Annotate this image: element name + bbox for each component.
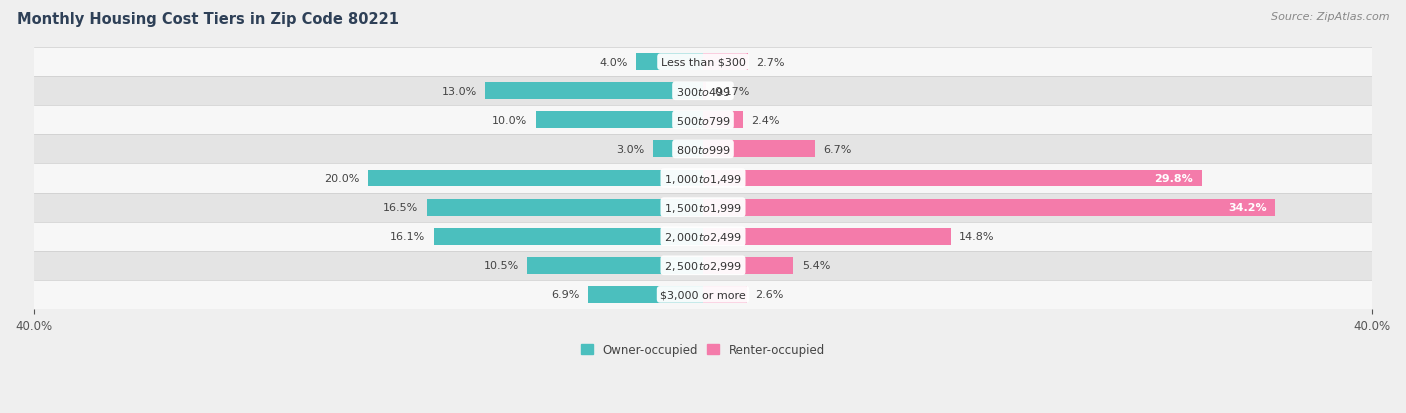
Bar (703, 112, 744, 129)
Bar (34, 193, 1372, 222)
Bar (703, 199, 1275, 216)
Bar (703, 170, 1202, 187)
Bar (34, 251, 1372, 280)
Text: Monthly Housing Cost Tiers in Zip Code 80221: Monthly Housing Cost Tiers in Zip Code 8… (17, 12, 399, 27)
Bar (636, 54, 703, 71)
Bar (652, 141, 703, 158)
Text: 20.0%: 20.0% (325, 173, 360, 184)
Bar (34, 77, 1372, 106)
Bar (34, 164, 1372, 193)
Text: $300 to $499: $300 to $499 (675, 85, 731, 97)
Text: $1,500 to $1,999: $1,500 to $1,999 (664, 201, 742, 214)
Text: Less than $300: Less than $300 (661, 57, 745, 67)
Text: 14.8%: 14.8% (959, 232, 994, 242)
Text: 10.5%: 10.5% (484, 261, 519, 271)
Bar (433, 228, 703, 245)
Legend: Owner-occupied, Renter-occupied: Owner-occupied, Renter-occupied (576, 338, 830, 361)
Text: 2.4%: 2.4% (752, 116, 780, 126)
Text: $2,000 to $2,499: $2,000 to $2,499 (664, 230, 742, 243)
Text: 34.2%: 34.2% (1229, 203, 1267, 213)
Bar (485, 83, 703, 100)
Text: $3,000 or more: $3,000 or more (661, 290, 745, 300)
Bar (703, 228, 950, 245)
Text: 3.0%: 3.0% (616, 145, 644, 154)
Text: 6.7%: 6.7% (824, 145, 852, 154)
Text: $500 to $799: $500 to $799 (675, 114, 731, 126)
Text: 16.5%: 16.5% (384, 203, 419, 213)
Bar (527, 257, 703, 274)
Text: 29.8%: 29.8% (1154, 173, 1194, 184)
Bar (427, 199, 703, 216)
Text: 4.0%: 4.0% (599, 57, 627, 67)
Text: 2.6%: 2.6% (755, 290, 783, 300)
Text: 10.0%: 10.0% (492, 116, 527, 126)
Bar (368, 170, 703, 187)
Text: 6.9%: 6.9% (551, 290, 579, 300)
Bar (588, 286, 703, 303)
Bar (34, 280, 1372, 309)
Text: Source: ZipAtlas.com: Source: ZipAtlas.com (1271, 12, 1389, 22)
Bar (703, 54, 748, 71)
Text: 16.1%: 16.1% (389, 232, 425, 242)
Text: $800 to $999: $800 to $999 (675, 144, 731, 156)
Bar (703, 83, 706, 100)
Bar (34, 48, 1372, 77)
Bar (536, 112, 703, 129)
Bar (703, 141, 815, 158)
Text: 5.4%: 5.4% (801, 261, 830, 271)
Bar (34, 222, 1372, 251)
Text: 13.0%: 13.0% (441, 87, 477, 97)
Bar (34, 135, 1372, 164)
Text: $1,000 to $1,499: $1,000 to $1,499 (664, 172, 742, 185)
Text: $2,500 to $2,999: $2,500 to $2,999 (664, 259, 742, 272)
Text: 0.17%: 0.17% (714, 87, 749, 97)
Bar (703, 257, 793, 274)
Bar (703, 286, 747, 303)
Bar (34, 106, 1372, 135)
Text: 2.7%: 2.7% (756, 57, 785, 67)
